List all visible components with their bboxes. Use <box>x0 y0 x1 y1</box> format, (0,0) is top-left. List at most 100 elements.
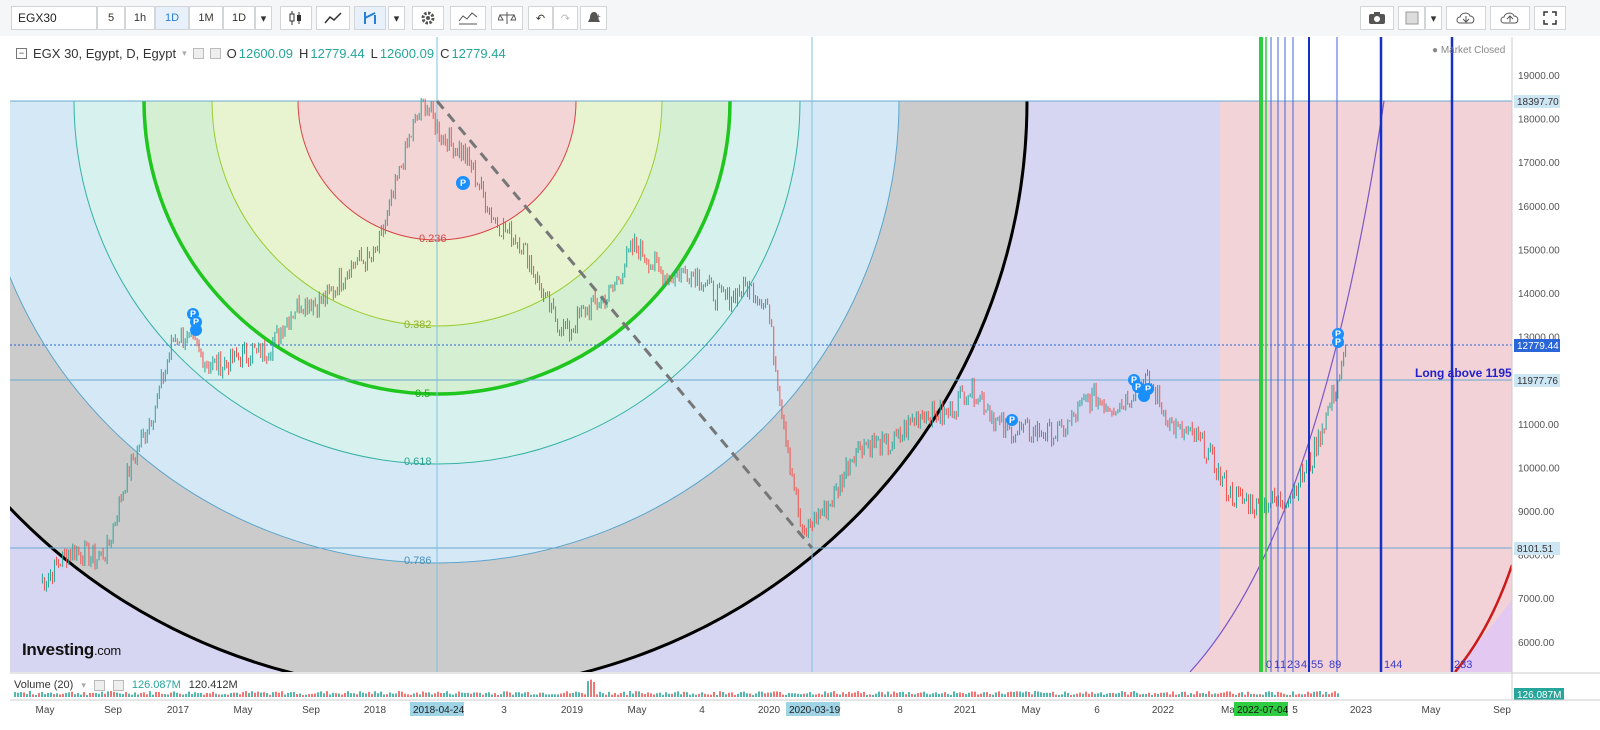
gear-icon[interactable] <box>412 6 444 30</box>
market-status: ● Market Closed <box>1432 45 1506 56</box>
interval-1h-button[interactable]: 1h <box>125 6 155 30</box>
volume-bar <box>302 694 304 697</box>
price-label-text: 18397.70 <box>1517 97 1559 108</box>
volume-bar <box>557 694 559 697</box>
volume-bar <box>500 694 502 697</box>
volume-bar <box>1097 693 1099 697</box>
volume-bar <box>233 692 235 697</box>
fib-time-label: 55 <box>1311 659 1323 671</box>
volume-bar <box>797 693 799 697</box>
legend-close-icon[interactable] <box>209 47 221 59</box>
volume-bar <box>890 694 892 697</box>
chevron-down-icon[interactable]: ▾ <box>255 6 272 30</box>
volume-bar <box>356 694 358 697</box>
price-label-12779 <box>1514 339 1560 352</box>
volume-bar <box>1304 694 1306 697</box>
volume-bar <box>731 692 733 697</box>
volume-bar <box>623 691 625 697</box>
volume-bar <box>965 694 967 697</box>
time-label-text: 2020-03-19 <box>789 705 841 716</box>
drawing-tools-icon[interactable] <box>354 6 386 30</box>
line-chart-icon[interactable] <box>316 6 350 30</box>
volume-bar <box>476 692 478 697</box>
interval-dropdown-button[interactable]: 1D <box>223 6 255 30</box>
chevron-down-icon[interactable]: ▾ <box>182 47 187 58</box>
volume-bar <box>1076 693 1078 697</box>
volume-bar <box>545 694 547 697</box>
volume-bar <box>803 693 805 697</box>
cloud-upload-icon[interactable] <box>1490 6 1530 30</box>
add-alert-icon[interactable]: + <box>580 6 607 30</box>
volume-bar <box>1052 691 1054 697</box>
volume-bar <box>401 691 403 697</box>
fib-label-0382: 0.382 <box>404 319 432 331</box>
interval-5-button[interactable]: 5 <box>97 6 125 30</box>
volume-bar <box>218 694 220 697</box>
volume-bar <box>824 691 826 697</box>
undo-icon[interactable]: ↶ <box>528 6 553 30</box>
price-chart[interactable]: 0.236 0.382 0.5 0.618 0.786 0 <box>0 36 1600 730</box>
volume-bar <box>1133 691 1135 697</box>
chevron-down-icon[interactable]: ▾ <box>81 679 86 690</box>
chevron-down-icon[interactable]: ▾ <box>1425 6 1442 30</box>
volume-bar <box>290 692 292 697</box>
volume-bar <box>134 692 136 697</box>
volume-bar <box>1145 693 1147 697</box>
volume-bar <box>1301 694 1303 697</box>
price-tick-label: 19000.00 <box>1518 71 1560 82</box>
volume-bar <box>896 692 898 697</box>
trend-line[interactable] <box>435 100 814 549</box>
interval-1m-button[interactable]: 1M <box>189 6 223 30</box>
price-label-text: 12779.44 <box>1517 341 1559 352</box>
volume-bar <box>530 694 532 697</box>
redo-icon[interactable]: ↷ <box>553 6 578 30</box>
volume-bar <box>371 693 373 697</box>
volume-bar <box>743 691 745 697</box>
collapse-legend-icon[interactable]: − <box>16 47 27 59</box>
volume-bar <box>1289 694 1291 697</box>
volume-settings-icon[interactable] <box>93 679 105 691</box>
volume-bar <box>332 692 334 697</box>
volume-close-icon[interactable] <box>112 679 124 691</box>
volume-bar <box>1229 691 1231 697</box>
volume-bar <box>467 692 469 697</box>
volume-bar <box>140 692 142 697</box>
volume-bar <box>848 691 850 697</box>
legend-settings-icon[interactable] <box>192 47 204 59</box>
chevron-down-icon[interactable]: ▾ <box>388 6 405 30</box>
volume-value-2: 120.412M <box>188 679 238 691</box>
cloud-download-icon[interactable] <box>1446 6 1486 30</box>
fib-fan-curve[interactable] <box>1189 100 1385 672</box>
indicators-icon[interactable] <box>450 6 486 30</box>
volume-bar <box>641 693 643 697</box>
volume-bar <box>482 694 484 697</box>
candles-icon[interactable] <box>280 6 312 30</box>
fullscreen-icon[interactable] <box>1534 6 1566 30</box>
volume-bar <box>893 691 895 697</box>
volume-bar <box>1259 694 1261 697</box>
annotation-long-above[interactable]: Long above 11950 <box>1415 366 1519 380</box>
volume-bar <box>284 694 286 697</box>
volume-bar <box>299 693 301 697</box>
volume-bar <box>1157 693 1159 697</box>
interval-1d-button[interactable]: 1D <box>155 6 189 30</box>
volume-bar <box>158 692 160 697</box>
volume-bar <box>209 693 211 697</box>
volume-bar <box>1067 692 1069 697</box>
volume-bar <box>548 694 550 697</box>
volume-bar <box>179 693 181 697</box>
volume-bar <box>422 691 424 697</box>
volume-bar <box>1280 692 1282 697</box>
volume-bar <box>1310 693 1312 697</box>
volume-bar <box>434 693 436 697</box>
symbol-search-input[interactable] <box>11 6 97 30</box>
volume-bar <box>1073 694 1075 697</box>
price-axis[interactable] <box>1512 37 1600 672</box>
compare-icon[interactable] <box>491 6 523 30</box>
color-square-icon[interactable] <box>1398 6 1425 30</box>
volume-bar <box>989 694 991 697</box>
camera-icon[interactable] <box>1360 6 1394 30</box>
pattern-markers[interactable]: P P P P P P P P P <box>187 176 1344 426</box>
fib-fan-curve-red[interactable] <box>1454 564 1512 672</box>
time-axis[interactable]: MaySep2017MaySep201832019May42020y82021M… <box>36 705 1512 716</box>
